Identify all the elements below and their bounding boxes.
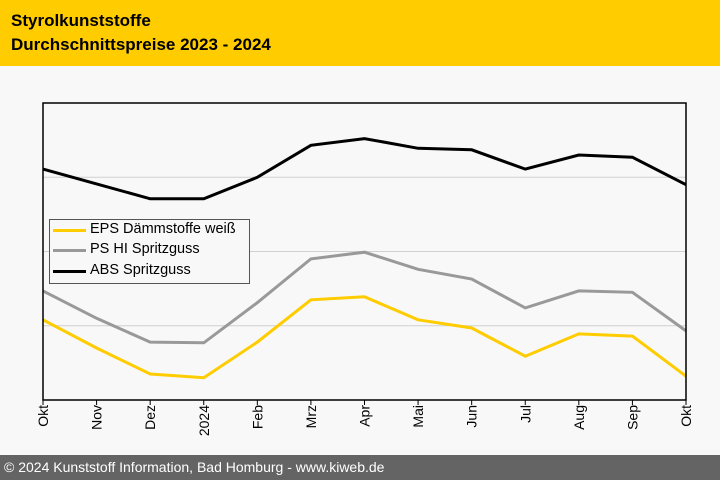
chart-title-line1: Styrolkunststoffe <box>11 11 151 30</box>
series-line-0 <box>42 295 687 380</box>
legend-swatch-abs <box>53 270 86 273</box>
legend-label-eps: EPS Dämmstoffe weiß <box>90 221 236 237</box>
x-tick-label: Jun <box>464 405 480 428</box>
legend-item-ps-hi: PS HI Spritzguss <box>50 240 249 260</box>
legend-label-ps-hi: PS HI Spritzguss <box>90 241 200 257</box>
legend-item-eps: EPS Dämmstoffe weiß <box>50 220 249 240</box>
copyright-text: © 2024 Kunststoff Information, Bad Hombu… <box>4 459 385 475</box>
x-tick-label: Dez <box>142 405 158 430</box>
legend-label-abs: ABS Spritzguss <box>90 262 191 278</box>
x-tick-label: Aug <box>571 405 587 430</box>
chart-title-line2: Durchschnittspreise 2023 - 2024 <box>11 35 271 54</box>
chart-legend: EPS Dämmstoffe weiß PS HI Spritzguss ABS… <box>49 219 250 284</box>
series-line-1 <box>42 250 687 345</box>
footer-bar: © 2024 Kunststoff Information, Bad Hombu… <box>0 455 720 480</box>
x-tick-label: Jul <box>517 405 533 423</box>
legend-swatch-eps <box>53 229 86 232</box>
x-tick-label: 2024 <box>196 405 212 436</box>
header-banner: Styrolkunststoffe Durchschnittspreise 20… <box>0 0 720 66</box>
series-line-2 <box>42 137 687 201</box>
x-tick-label: Nov <box>89 405 105 430</box>
x-tick-label: Okt <box>678 405 694 427</box>
legend-item-abs: ABS Spritzguss <box>50 261 249 281</box>
x-tick-label: Okt <box>35 405 51 427</box>
legend-swatch-ps-hi <box>53 249 86 252</box>
x-tick-label: Sep <box>624 405 640 430</box>
x-tick-label: Feb <box>249 405 265 429</box>
x-tick-label: Apr <box>357 405 373 427</box>
x-tick-label: Mai <box>410 405 426 428</box>
x-tick-label: Mrz <box>303 405 319 428</box>
